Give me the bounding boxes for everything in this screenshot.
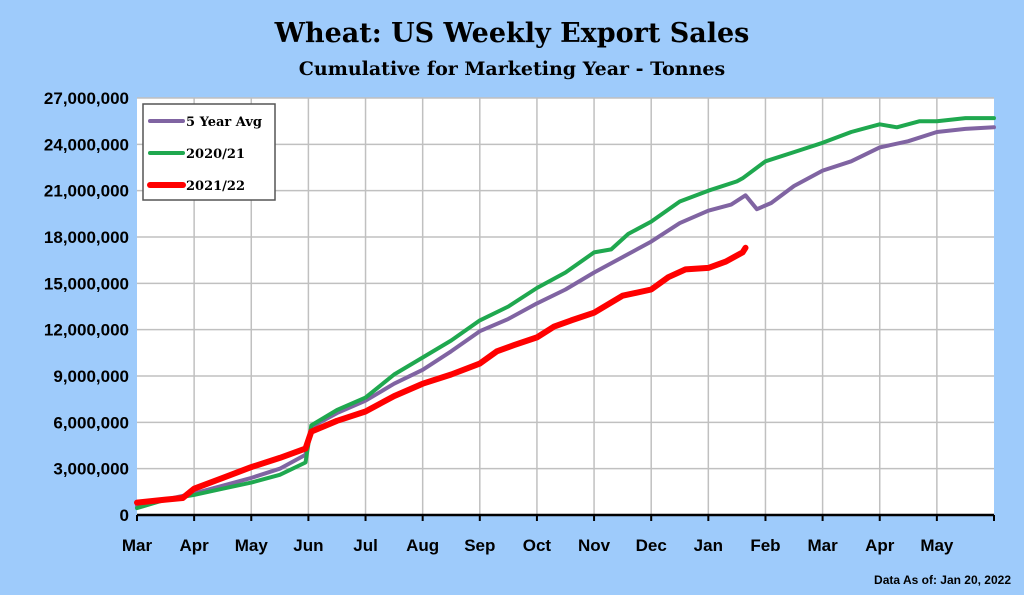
y-tick-label: 27,000,000 (44, 89, 129, 108)
x-tick-label: May (235, 536, 269, 555)
x-tick-label: Jul (353, 536, 378, 555)
x-tick-label: Dec (636, 536, 667, 555)
legend-label: 5 Year Avg (186, 115, 262, 130)
x-tick-label: May (920, 536, 954, 555)
gridlines (137, 97, 994, 515)
x-tick-label: Mar (807, 536, 838, 555)
y-tick-label: 21,000,000 (44, 182, 129, 201)
y-tick-label: 0 (120, 506, 129, 525)
series-lines (134, 116, 996, 511)
y-tick-label: 12,000,000 (44, 321, 129, 340)
y-tick-label: 6,000,000 (53, 413, 129, 432)
plot-area (137, 98, 994, 515)
y-tick-label: 15,000,000 (44, 274, 129, 293)
series-line-2020-21 (135, 116, 996, 511)
chart-title: Wheat: US Weekly Export Sales (274, 18, 750, 49)
x-tick-label: Apr (179, 536, 209, 555)
x-tick-label: Apr (865, 536, 895, 555)
series-line-2021-22 (134, 244, 749, 506)
y-tick-label: 18,000,000 (44, 228, 129, 247)
y-tick-label: 24,000,000 (44, 135, 129, 154)
legend: 5 Year Avg 2020/21 2021/22 (142, 103, 276, 201)
legend-label: 2020/21 (186, 147, 245, 162)
y-tick-label: 3,000,000 (53, 460, 129, 479)
x-tick-label: Jun (293, 536, 323, 555)
data-as-of-note: Data As of: Jan 20, 2022 (874, 573, 1011, 587)
legend-label: 2021/22 (186, 179, 245, 194)
series-line-5-year-avg (135, 125, 996, 508)
x-tick-label: Feb (750, 536, 780, 555)
x-tick-label: Mar (122, 536, 153, 555)
x-tick-label: Oct (523, 536, 552, 555)
x-tick-label: Aug (406, 536, 439, 555)
chart-subtitle: Cumulative for Marketing Year - Tonnes (299, 58, 725, 80)
axes: 0 3,000,000 6,000,000 9,000,000 12,000,000 15… (44, 89, 995, 555)
x-tick-label: Sep (464, 536, 495, 555)
x-tick-label: Jan (694, 536, 723, 555)
y-tick-label: 9,000,000 (53, 367, 129, 386)
x-tick-label: Nov (578, 536, 611, 555)
